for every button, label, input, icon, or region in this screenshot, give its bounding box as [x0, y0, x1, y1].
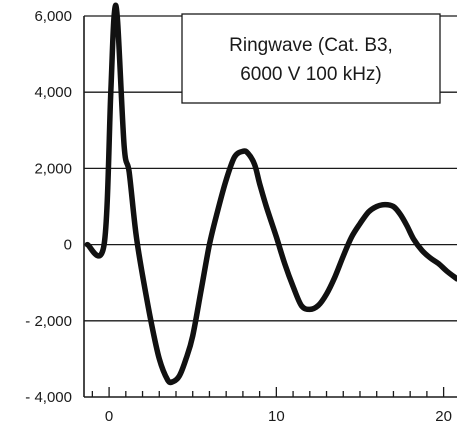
axes: [83, 16, 457, 398]
title-line-2: 6000 V 100 kHz): [240, 64, 382, 85]
chart-title: Ringwave (Cat. B3, 6000 V 100 kHz): [181, 13, 441, 104]
x-tick-label: 10: [268, 408, 285, 425]
title-box: [181, 13, 441, 104]
axis-ticks: [91, 387, 445, 397]
y-tick-label: 2,000: [34, 160, 72, 177]
y-tick-label: 0: [64, 237, 72, 254]
series-layer: [84, 2, 457, 386]
x-tick-label: 0: [105, 408, 113, 425]
y-tick-label: - 2,000: [25, 313, 72, 330]
x-tick-label: 20: [435, 408, 452, 425]
y-tick-label: 6,000: [34, 8, 72, 25]
y-tick-label: 4,000: [34, 84, 72, 101]
ringwave-series-line: [84, 2, 457, 386]
y-tick-label: - 4,000: [25, 389, 72, 406]
tick-labels: - 4,000 - 2,000 0 2,000 4,000 6,000 0 10 20: [25, 8, 452, 425]
title-line-1: Ringwave (Cat. B3,: [229, 35, 393, 56]
